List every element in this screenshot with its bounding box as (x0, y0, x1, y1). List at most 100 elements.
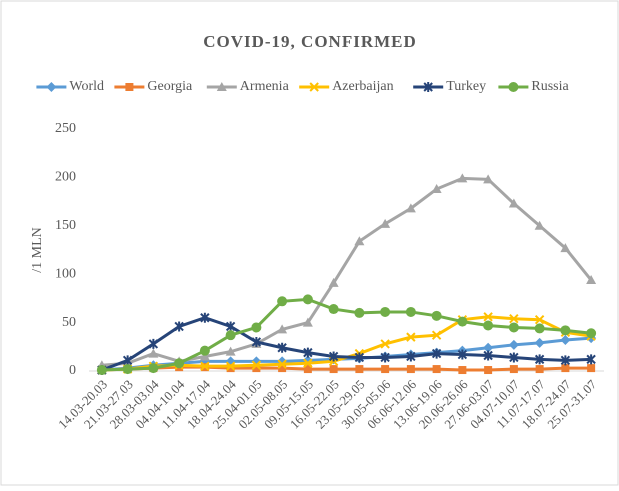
marker (278, 364, 287, 373)
legend-label: Turkey (446, 79, 486, 94)
marker (226, 364, 235, 373)
marker (508, 339, 519, 350)
marker (122, 364, 133, 375)
marker (46, 82, 57, 92)
marker (354, 307, 365, 318)
marker (483, 320, 494, 331)
marker (483, 174, 494, 184)
marker (303, 358, 313, 368)
legend-label: Georgia (147, 79, 193, 94)
marker (354, 352, 365, 363)
marker (225, 361, 236, 371)
marker (328, 351, 339, 362)
marker (380, 306, 391, 317)
marker (484, 366, 493, 375)
series-line (101, 316, 592, 372)
marker (534, 314, 545, 325)
marker (251, 360, 262, 370)
chart-title: COVID-19, CONFIRMED (203, 32, 417, 51)
marker (508, 198, 519, 208)
marker (560, 335, 571, 346)
y-axis-label: /1 MLN (30, 227, 45, 273)
marker (405, 306, 416, 317)
marker (560, 325, 571, 336)
marker (200, 312, 210, 323)
marker (405, 203, 416, 213)
marker (457, 316, 468, 327)
marker (380, 218, 391, 228)
marker (148, 338, 159, 349)
marker (508, 322, 519, 333)
marker (509, 352, 519, 363)
legend-label: Russia (531, 79, 569, 94)
marker (277, 296, 288, 307)
marker (380, 339, 390, 349)
legend-label: World (69, 79, 104, 94)
marker (508, 82, 519, 92)
marker (225, 346, 236, 356)
marker (309, 82, 319, 92)
marker (302, 294, 313, 305)
marker (96, 365, 107, 376)
marker (122, 355, 133, 366)
marker (199, 345, 210, 356)
marker (303, 365, 312, 374)
y-tick-label: 100 (55, 266, 76, 281)
marker (225, 330, 236, 341)
legend-label: Armenia (240, 79, 290, 94)
marker (406, 351, 416, 362)
marker (587, 364, 596, 373)
marker (457, 349, 468, 360)
marker (174, 321, 184, 332)
y-tick-label: 200 (55, 170, 76, 185)
marker (431, 330, 442, 340)
marker (483, 312, 493, 322)
marker (148, 363, 159, 374)
marker (355, 365, 364, 374)
marker (252, 364, 261, 373)
marker (328, 277, 339, 287)
marker (431, 348, 442, 359)
marker (380, 352, 390, 363)
marker (381, 365, 390, 374)
y-tick-label: 150 (55, 218, 76, 233)
y-tick-label: 50 (62, 315, 76, 330)
marker (302, 317, 313, 327)
marker (423, 82, 433, 92)
marker (277, 342, 287, 353)
marker (303, 347, 313, 358)
marker (216, 82, 227, 91)
marker (483, 342, 494, 353)
marker (277, 324, 288, 334)
series-line (101, 365, 592, 372)
marker (457, 173, 468, 183)
marker (534, 354, 545, 365)
marker (534, 220, 545, 230)
marker (534, 337, 545, 348)
marker (535, 365, 544, 374)
marker (586, 354, 596, 365)
marker (225, 321, 236, 332)
marker (509, 314, 519, 324)
marker (560, 243, 571, 253)
marker (458, 366, 467, 375)
marker (586, 275, 597, 285)
marker (406, 365, 415, 374)
marker (354, 236, 365, 246)
marker (561, 364, 570, 373)
marker (509, 365, 518, 374)
y-tick-label: 250 (55, 121, 76, 136)
marker (406, 332, 416, 342)
marker (125, 83, 134, 91)
marker (148, 348, 159, 358)
marker (199, 351, 210, 361)
marker (483, 350, 493, 361)
marker (586, 328, 597, 339)
marker (251, 322, 262, 333)
marker (560, 355, 571, 366)
marker (328, 304, 339, 315)
marker (432, 365, 441, 374)
marker (431, 310, 442, 321)
y-tick-label: 0 (69, 363, 76, 378)
